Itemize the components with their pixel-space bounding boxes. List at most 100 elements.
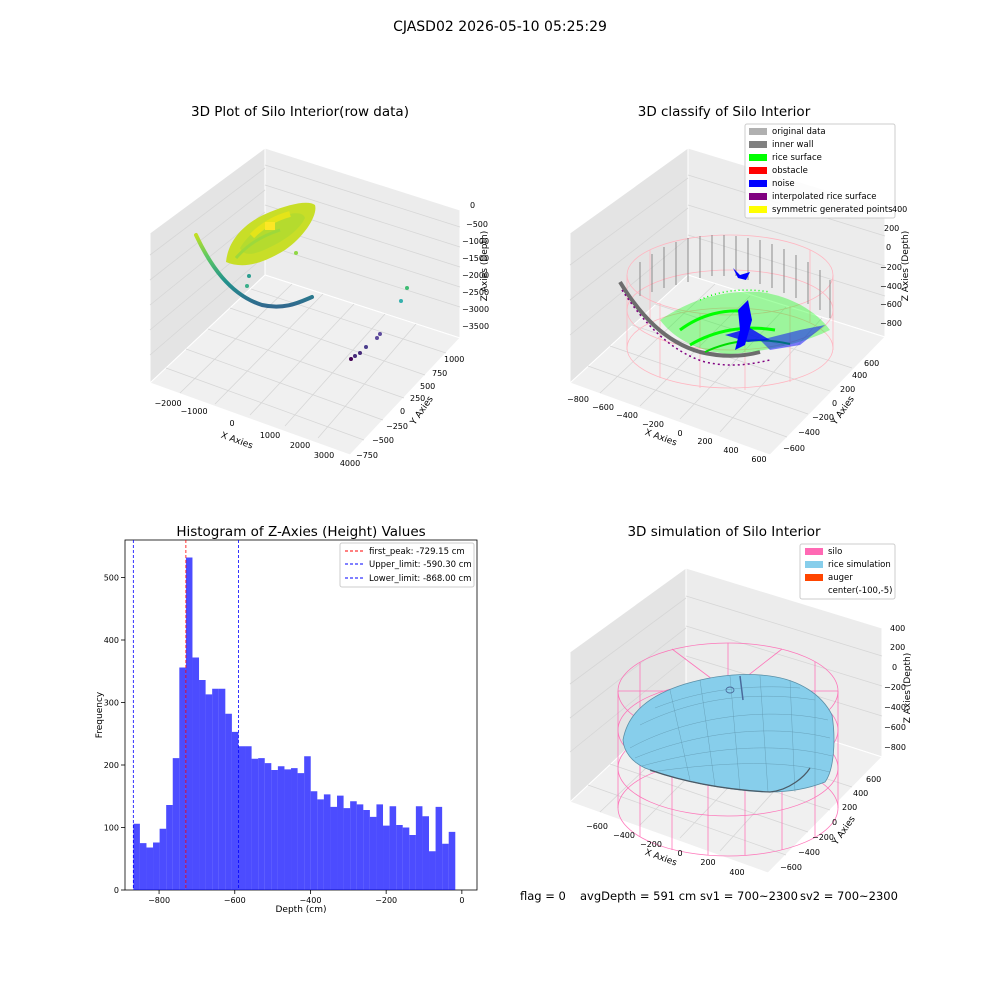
legend-label: rice simulation — [828, 560, 891, 570]
legend-label: Lower_limit: -868.00 cm — [369, 574, 471, 584]
legend-label: first_peak: -729.15 cm — [369, 547, 465, 557]
z-tick-label: −1000 — [462, 237, 489, 246]
histogram-bar — [310, 791, 318, 890]
z-tick-label: −800 — [884, 743, 906, 752]
histogram-bar — [258, 758, 265, 890]
legend-label: Upper_limit: -590.30 cm — [369, 560, 472, 570]
z-tick-label: −800 — [880, 319, 902, 328]
histogram-x-ticks: −800 −600 −400 −200 0 — [148, 890, 464, 905]
legend-swatch — [749, 128, 767, 135]
y-tick-label: 0 — [400, 407, 405, 416]
sim-z-ticks: 400 200 0 −200 −400 −600 −800 — [884, 624, 906, 752]
histogram-bar — [238, 746, 246, 890]
histogram-reference-lines — [132, 540, 239, 890]
legend-label: inner wall — [772, 140, 813, 150]
histogram-bar — [284, 769, 292, 890]
status-footer: flag = 0 avgDepth = 591 cm sv1 = 700~230… — [520, 889, 898, 903]
sim-z-axis-label: Z Axies (Depth) — [903, 653, 913, 724]
legend-swatch — [749, 154, 767, 161]
cls-noise — [725, 268, 825, 350]
x-tick-label: −200 — [642, 420, 664, 429]
histogram-bar — [225, 713, 232, 890]
raw-z-axis-label: Z Axies (Depth) — [480, 231, 490, 302]
histogram-legend: first_peak: -729.15 cm Upper_limit: -590… — [339, 542, 475, 588]
histogram-bar — [179, 667, 186, 890]
legend-swatch — [749, 141, 767, 148]
histogram-y-ticks: 0 100 200 300 400 500 — [104, 574, 125, 895]
histogram-bar — [212, 688, 219, 890]
figure-title: CJASD02 2026-05-10 05:25:29 — [393, 19, 607, 35]
histogram-bar — [218, 688, 226, 890]
x-tick-label: 200 — [700, 858, 715, 867]
histogram-bar — [323, 794, 331, 890]
z-tick-label: −400 — [880, 282, 902, 291]
histogram-bar — [369, 816, 377, 890]
x-tick-label: 0 — [677, 429, 682, 438]
histogram-bar — [422, 816, 430, 890]
sim-rice-surface — [622, 674, 835, 793]
y-tick-label: 500 — [104, 574, 119, 583]
raw-grid — [149, 164, 461, 441]
panel-raw-data: 3D Plot of Silo Interior(row data) — [149, 104, 490, 468]
x-tick-label: 600 — [751, 455, 766, 464]
sim-legend: silo rice simulation auger center(-100,-… — [799, 543, 896, 600]
raw-surface-cluster — [226, 202, 316, 266]
histogram-bar — [356, 804, 364, 890]
z-tick-label: −600 — [880, 300, 902, 309]
y-tick-label: −200 — [812, 413, 834, 422]
cls-interpolated-arc — [621, 289, 771, 366]
x-tick-label: −200 — [640, 840, 662, 849]
histogram-bar — [264, 763, 272, 890]
y-tick-label: −750 — [356, 451, 378, 460]
panel-raw-title: 3D Plot of Silo Interior(row data) — [191, 104, 409, 120]
legend-swatch — [749, 206, 767, 213]
flag-text: flag = 0 — [520, 889, 566, 903]
x-tick-label: 1000 — [260, 431, 280, 440]
histogram-bar — [415, 806, 423, 890]
raw-z-ticks: 0 −500 −1000 −1500 −2000 −2500 −3000 −35… — [462, 201, 489, 331]
histogram-bar — [389, 806, 397, 890]
y-tick-label: −600 — [780, 863, 802, 872]
x-tick-label: 200 — [697, 437, 712, 446]
cls-x-axis-label: X Axies — [643, 428, 678, 449]
z-tick-label: −1500 — [462, 254, 489, 263]
x-tick-label: 2000 — [290, 441, 310, 450]
x-tick-label: 4000 — [340, 459, 360, 468]
histogram-x-axis-label: Depth (cm) — [275, 905, 326, 915]
y-tick-label: 600 — [866, 775, 881, 784]
sim-x-ticks: −600 −400 −200 0 200 400 — [586, 822, 745, 877]
cls-z-axis-label: Z Axies (Depth) — [901, 231, 911, 302]
sim-auger — [739, 675, 744, 701]
x-tick-label: −400 — [613, 831, 635, 840]
y-tick-label: 400 — [852, 371, 867, 380]
cls-z-ticks: 400 200 0 −200 −400 −600 −800 — [880, 205, 907, 328]
x-tick-label: −400 — [616, 411, 638, 420]
raw-pane-floor — [149, 274, 461, 456]
y-tick-label: 0 — [832, 399, 837, 408]
histogram-bar — [304, 756, 311, 890]
y-tick-label: 500 — [420, 382, 435, 391]
y-tick-label: 600 — [864, 359, 879, 368]
legend-label: symmetric generated points — [772, 205, 893, 215]
histogram-bars — [133, 557, 456, 890]
cls-grid — [569, 174, 886, 438]
histogram-bar — [251, 758, 259, 890]
histogram-bar — [448, 831, 456, 890]
z-tick-label: 0 — [470, 201, 475, 210]
x-tick-label: −200 — [375, 896, 397, 905]
legend-label: noise — [772, 179, 795, 189]
x-tick-label: 3000 — [314, 451, 334, 460]
y-tick-label: −400 — [798, 848, 820, 857]
y-tick-label: −500 — [372, 436, 394, 445]
raw-x-axis-label: X Axies — [219, 431, 254, 452]
histogram-bar — [139, 843, 147, 890]
y-tick-label: 750 — [432, 369, 447, 378]
y-tick-label: 0 — [114, 886, 119, 895]
histogram-bar — [396, 825, 403, 890]
y-tick-label: −250 — [386, 422, 408, 431]
z-tick-label: −3000 — [462, 305, 489, 314]
histogram-bar — [330, 806, 338, 890]
histogram-bar — [231, 731, 239, 890]
cls-inner-wall-arc — [618, 280, 761, 358]
